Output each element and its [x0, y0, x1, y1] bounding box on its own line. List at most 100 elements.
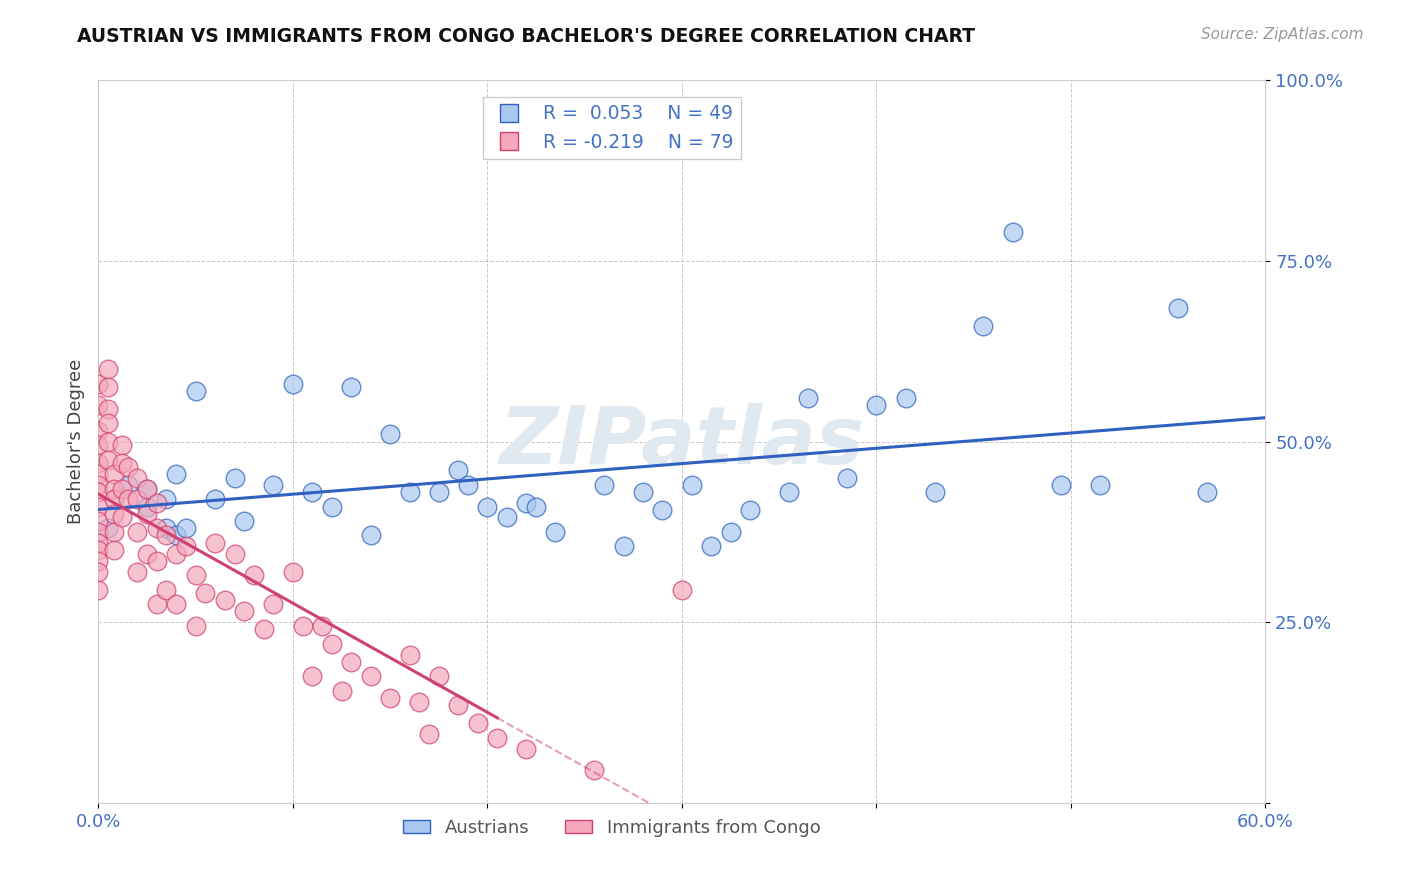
Point	[103, 467, 125, 481]
Point	[146, 521, 169, 535]
Point	[651, 503, 673, 517]
Point	[360, 528, 382, 542]
Point	[1167, 301, 1189, 315]
Point	[127, 565, 149, 579]
Point	[174, 539, 197, 553]
Point	[87, 376, 110, 391]
Point	[262, 478, 284, 492]
Point	[136, 507, 159, 521]
Point	[340, 380, 363, 394]
Point	[243, 568, 266, 582]
Text: ZIPatlas: ZIPatlas	[499, 402, 865, 481]
Point	[87, 524, 110, 539]
Point	[311, 619, 333, 633]
Point	[380, 691, 402, 706]
Point	[87, 438, 110, 452]
Point	[97, 434, 120, 449]
Text: Source: ZipAtlas.com: Source: ZipAtlas.com	[1201, 27, 1364, 42]
Point	[184, 619, 207, 633]
Point	[127, 524, 149, 539]
Point	[700, 539, 723, 553]
Point	[87, 542, 110, 557]
Point	[87, 424, 110, 438]
Point	[214, 593, 236, 607]
Point	[111, 510, 134, 524]
Point	[127, 492, 149, 507]
Point	[194, 586, 217, 600]
Point	[837, 470, 859, 484]
Text: AUSTRIAN VS IMMIGRANTS FROM CONGO BACHELOR'S DEGREE CORRELATION CHART: AUSTRIAN VS IMMIGRANTS FROM CONGO BACHEL…	[77, 27, 976, 45]
Point	[97, 521, 120, 535]
Point	[87, 467, 110, 481]
Point	[778, 485, 800, 500]
Point	[291, 619, 314, 633]
Point	[1050, 478, 1073, 492]
Point	[301, 669, 323, 683]
Point	[1088, 478, 1111, 492]
Point	[515, 741, 537, 756]
Point	[447, 463, 470, 477]
Point	[97, 417, 120, 431]
Point	[631, 485, 654, 500]
Point	[155, 492, 177, 507]
Legend: Austrians, Immigrants from Congo: Austrians, Immigrants from Congo	[396, 812, 828, 845]
Point	[111, 438, 134, 452]
Point	[720, 524, 742, 539]
Point	[103, 492, 125, 507]
Point	[111, 482, 134, 496]
Point	[146, 554, 169, 568]
Point	[408, 695, 430, 709]
Point	[467, 716, 489, 731]
Point	[281, 376, 304, 391]
Point	[136, 547, 159, 561]
Point	[87, 485, 110, 500]
Point	[87, 398, 110, 412]
Point	[321, 500, 343, 514]
Point	[97, 362, 120, 376]
Point	[380, 427, 402, 442]
Point	[184, 568, 207, 582]
Point	[477, 500, 499, 514]
Point	[738, 503, 761, 517]
Point	[103, 524, 125, 539]
Point	[330, 683, 353, 698]
Point	[136, 500, 159, 514]
Point	[524, 500, 547, 514]
Point	[87, 535, 110, 549]
Point	[136, 482, 159, 496]
Y-axis label: Bachelor's Degree: Bachelor's Degree	[66, 359, 84, 524]
Point	[457, 478, 479, 492]
Point	[146, 597, 169, 611]
Point	[360, 669, 382, 683]
Point	[165, 547, 187, 561]
Point	[165, 528, 187, 542]
Point	[496, 510, 519, 524]
Point	[103, 542, 125, 557]
Point	[97, 380, 120, 394]
Point	[117, 459, 139, 474]
Point	[155, 528, 177, 542]
Point	[301, 485, 323, 500]
Point	[136, 482, 159, 496]
Point	[398, 485, 420, 500]
Point	[427, 485, 450, 500]
Point	[233, 514, 256, 528]
Point	[865, 398, 887, 412]
Point	[117, 478, 139, 492]
Point	[972, 318, 994, 333]
Point	[544, 524, 567, 539]
Point	[1001, 225, 1024, 239]
Point	[427, 669, 450, 683]
Point	[340, 655, 363, 669]
Point	[87, 554, 110, 568]
Point	[515, 496, 537, 510]
Point	[281, 565, 304, 579]
Point	[174, 521, 197, 535]
Point	[165, 467, 187, 481]
Point	[593, 478, 616, 492]
Point	[87, 565, 110, 579]
Point	[184, 384, 207, 398]
Point	[924, 485, 946, 500]
Point	[486, 731, 509, 745]
Point	[87, 500, 110, 514]
